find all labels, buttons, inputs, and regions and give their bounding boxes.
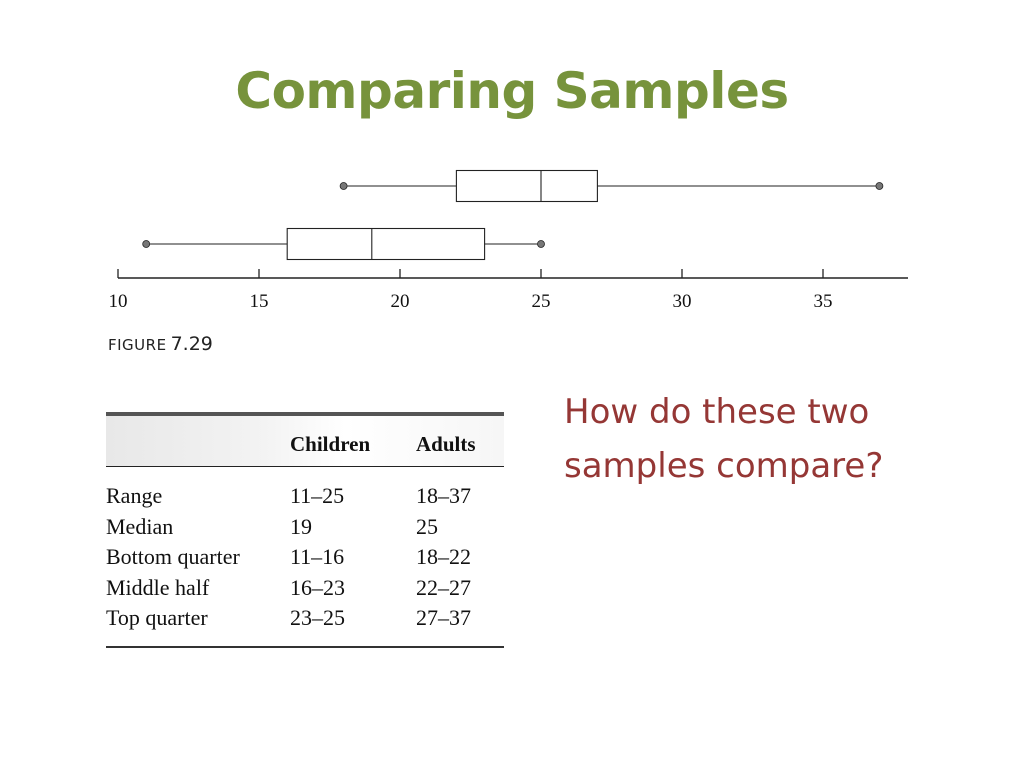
row-label: Middle half — [106, 574, 210, 600]
children-cell: 11–16 — [290, 544, 345, 569]
x-tick-label: 15 — [250, 291, 269, 312]
max-point — [875, 182, 884, 190]
box-children — [286, 227, 486, 261]
x-tick-label: 20 — [391, 291, 410, 312]
x-tick-label: 10 — [109, 291, 128, 312]
x-tick-label: 35 — [814, 291, 833, 312]
table-row: Top quarter 23–25 27–37 — [106, 605, 504, 636]
children-cell: 23–25 — [290, 605, 345, 630]
table-row: Median 19 25 — [106, 514, 504, 545]
box-adults — [455, 169, 598, 203]
figure-caption: FIGURE 7.29 — [108, 333, 213, 355]
adults-cell: 27–37 — [416, 605, 471, 630]
min-point — [339, 182, 348, 190]
figure-label: FIGURE — [108, 336, 167, 354]
min-point — [142, 240, 151, 248]
row-label: Median — [106, 513, 174, 539]
table-row: Range 11–25 18–37 — [106, 483, 504, 514]
adults-cell: 18–22 — [416, 544, 471, 569]
table-header-rule — [106, 466, 504, 467]
question-text: How do these two samples compare? — [564, 392, 884, 486]
table-header-children: Children — [290, 432, 371, 456]
row-label: Range — [106, 483, 163, 508]
slide-title: Comparing Samples — [235, 62, 789, 120]
adults-cell: 22–27 — [416, 574, 471, 600]
adults-cell: 25 — [416, 513, 438, 539]
table-row: Middle half 16–23 22–27 — [106, 575, 504, 606]
children-cell: 19 — [290, 513, 312, 539]
max-point — [537, 240, 545, 248]
row-label: Top quarter — [106, 605, 208, 630]
x-tick-label: 30 — [673, 291, 692, 312]
table-header-row: Children Adults — [106, 416, 504, 466]
x-tick-label: 25 — [532, 291, 551, 312]
table-row: Bottom quarter 11–16 18–22 — [106, 544, 504, 575]
comparison-table: Children Adults Range 11–25 18–37 Median… — [106, 412, 504, 648]
table-top-rule — [106, 412, 504, 416]
row-label: Bottom quarter — [106, 544, 240, 569]
adults-cell: 18–37 — [416, 483, 471, 508]
figure-number: 7.29 — [170, 333, 213, 355]
table-body: Range 11–25 18–37 Median 19 25 Bottom qu… — [106, 467, 504, 646]
children-cell: 16–23 — [290, 574, 345, 600]
table-header-adults: Adults — [416, 432, 476, 456]
boxplot-chart: 10 15 20 25 30 35 — [109, 169, 908, 312]
table-bottom-rule — [106, 645, 504, 648]
children-cell: 11–25 — [290, 483, 345, 508]
